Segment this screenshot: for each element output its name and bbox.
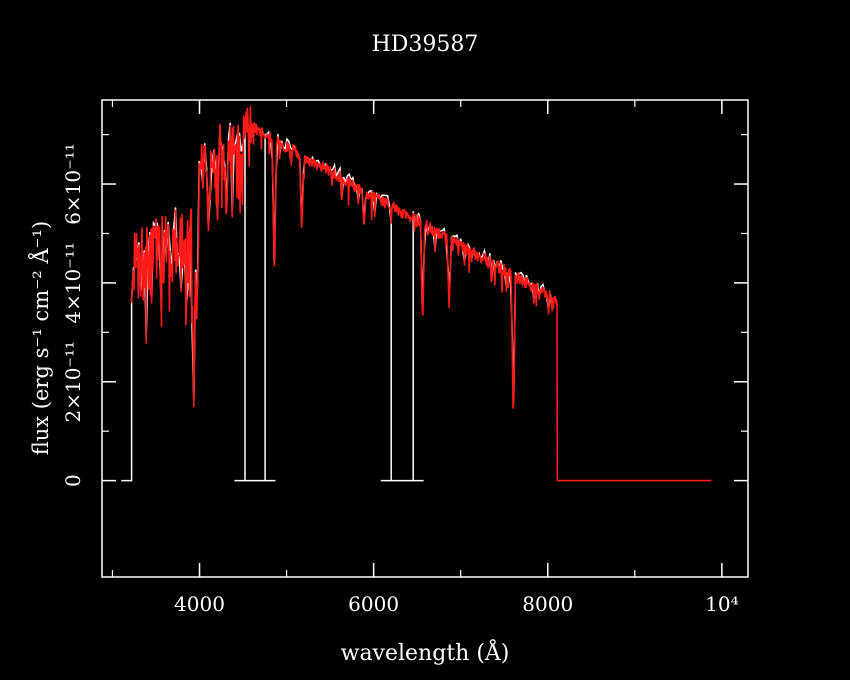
y-axis-label: flux (erg s⁻¹ cm⁻² Å⁻¹) [28,221,53,456]
red-spectrum-line [130,105,712,482]
y-tick-label: 4×10⁻¹¹ [61,242,85,324]
x-axis-ticks: 4000 6000 8000 10⁴ [174,100,739,616]
y-axis-ticks: 0 2×10⁻¹¹ 4×10⁻¹¹ 6×10⁻¹¹ [61,143,748,487]
x-tick-label: 10⁴ [705,592,738,616]
x-tick-label: 6000 [348,592,399,616]
x-axis-label: wavelength (Å) [341,638,510,666]
x-tick-label: 4000 [174,592,225,616]
y-tick-label: 0 [61,474,85,487]
minor-ticks [102,100,748,577]
chart-title: HD39587 [372,32,479,57]
y-tick-label: 2×10⁻¹¹ [61,341,85,423]
y-axis-label-group: flux (erg s⁻¹ cm⁻² Å⁻¹) [28,221,53,456]
y-tick-label: 6×10⁻¹¹ [61,143,85,225]
plot-frame [101,99,749,578]
x-tick-label: 8000 [522,592,573,616]
